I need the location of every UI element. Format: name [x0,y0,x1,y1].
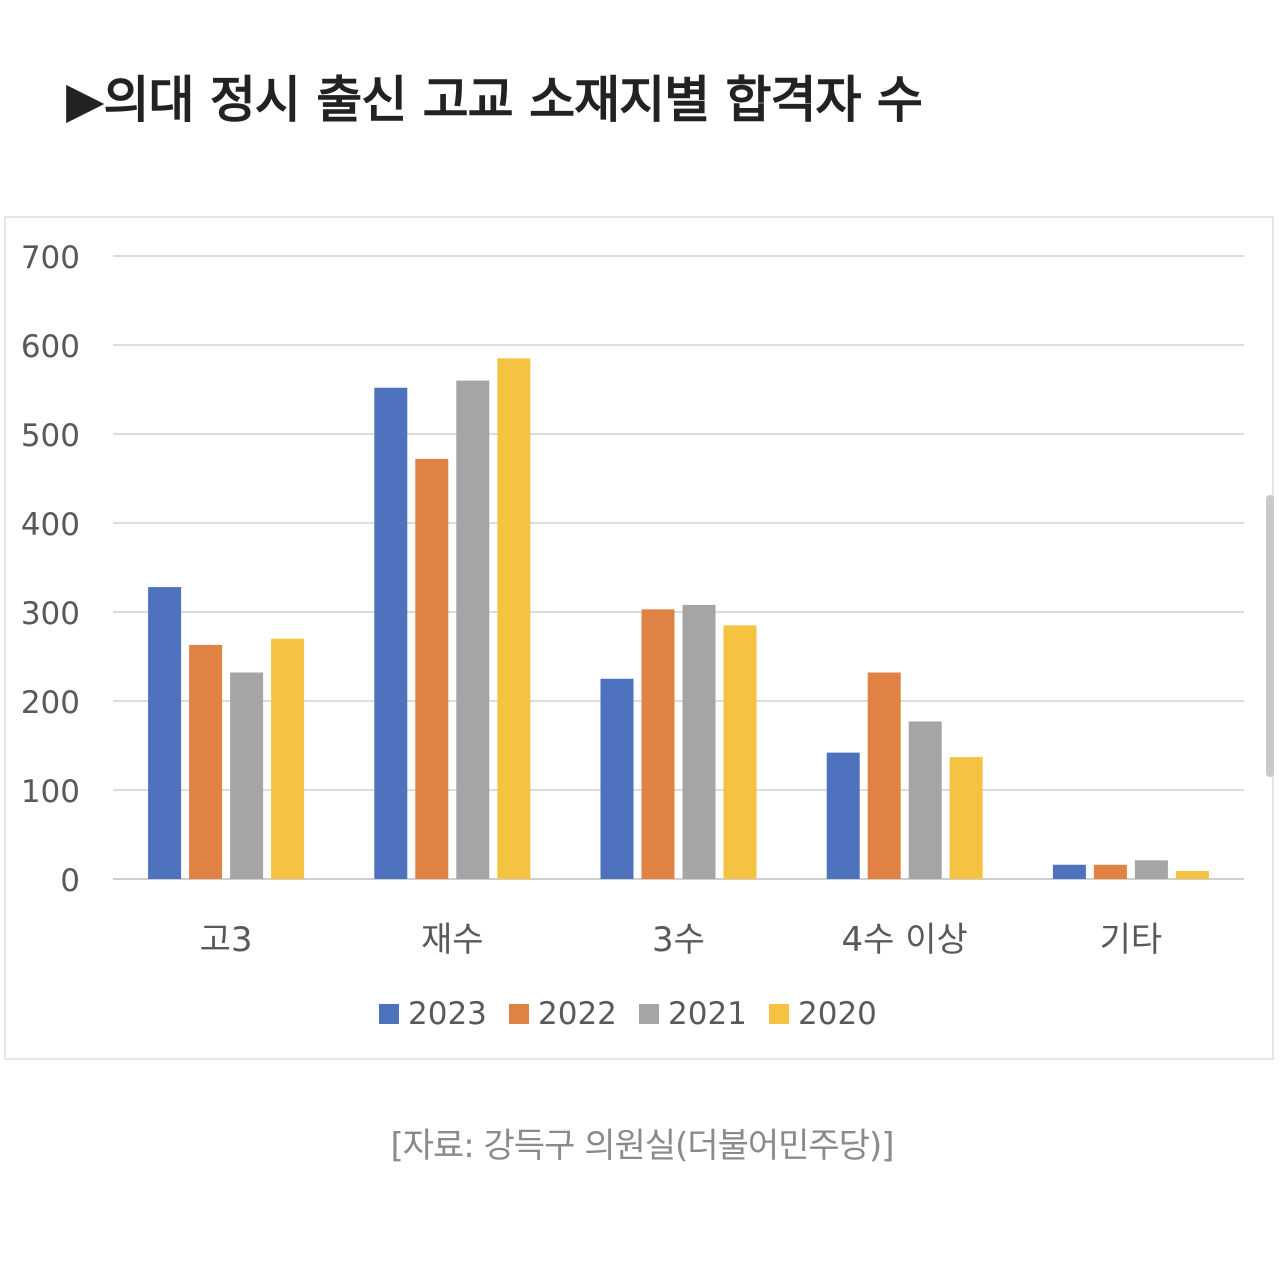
y-tick-label: 0 [60,863,80,899]
bar [415,458,449,879]
bar [1093,864,1127,879]
chart-container: 0 100 200 300 400 500 600 700 고3 재수 3수 4수 이상 기타 2023 2… [4,216,1274,1060]
legend-swatch [509,1004,529,1024]
x-tick-label: 재수 [421,920,484,960]
bar [867,672,901,879]
x-tick-label: 기타 [1100,920,1163,960]
legend-swatch [769,1004,789,1024]
bar [600,678,634,879]
x-tick-label: 3수 [652,920,705,960]
bar [374,387,408,879]
bar [1175,870,1209,879]
bar [949,757,983,879]
y-tick-label: 200 [21,685,80,721]
source-caption: [자료: 강득구 의원실(더불어민주당)] [390,1126,894,1166]
bar [826,752,860,879]
legend-swatch [379,1004,399,1024]
bar [271,638,305,879]
y-tick-label: 400 [21,507,80,543]
scrollbar[interactable] [1266,495,1274,777]
legend-label: 2020 [798,996,877,1032]
bar [908,721,942,879]
y-tick-label: 600 [21,329,80,365]
bar [1134,860,1168,879]
legend-swatch [639,1004,659,1024]
bar [148,587,182,879]
x-tick-label: 4수 이상 [842,920,968,960]
y-tick-label: 300 [21,596,80,632]
y-tick-label: 700 [21,240,80,276]
bar-chart: 0 100 200 300 400 500 600 700 고3 재수 3수 4수 이상 기타 2023 2… [21,240,1244,1032]
bar [723,625,757,879]
legend-label: 2023 [408,996,487,1032]
legend-label: 2022 [538,996,617,1032]
bar [682,604,716,879]
y-tick-label: 500 [21,418,80,454]
bar [456,380,490,879]
bar [1052,864,1086,879]
y-tick-label: 100 [21,774,80,810]
bar [189,644,223,879]
x-tick-label: 고3 [200,920,253,960]
bar [230,672,264,879]
page-title: ▶의대 정시 출신 고교 소재지별 합격자 수 [66,71,923,129]
bar [641,609,675,879]
legend-label: 2021 [668,996,747,1032]
bar [497,358,531,880]
